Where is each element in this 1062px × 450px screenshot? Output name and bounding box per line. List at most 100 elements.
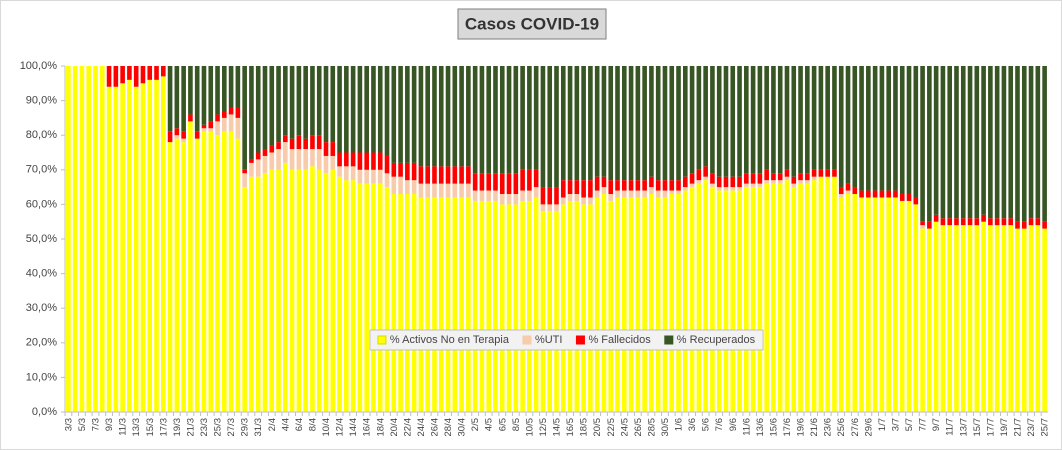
bar-segment [432,66,437,167]
x-tick-label: 5/6 [701,418,712,431]
bar-segment [547,187,553,205]
bar-segment [608,200,614,412]
bar-segment [567,194,573,201]
bar-segment [181,138,186,143]
bar-segment [906,200,912,412]
bar-segment [574,194,580,201]
legend-swatch [522,335,532,345]
bar-segment [99,66,105,412]
bar-segment [574,180,580,195]
bar-segment [1035,225,1041,412]
bar-segment [947,218,953,226]
bar-segment [560,180,566,198]
bar-segment [513,204,519,412]
y-tick-label: 80,0% [26,129,57,141]
x-tick-label: 4/4 [280,418,291,431]
x-tick-label: 11/7 [945,418,956,436]
bar-segment [967,218,973,226]
bar-segment [459,197,464,412]
bar-segment [920,66,925,222]
bar-segment [832,66,837,170]
x-tick-label: 16/4 [362,418,373,437]
bar-segment [859,66,864,191]
bar-segment [960,66,966,219]
bar-segment [594,176,600,191]
bar-segment [777,173,783,181]
bar-segment [316,135,322,150]
bar-segment [927,66,932,222]
x-tick-label: 22/4 [402,418,413,437]
bar-segment [750,173,756,184]
bar-segment [927,228,932,412]
bar-segment [899,200,905,412]
bar-segment [913,197,919,205]
bar-segment [567,66,573,181]
bar-segment [574,200,580,412]
bar-segment [466,66,471,167]
bar-segment [1008,218,1014,226]
bar-segment [472,66,478,174]
bar-segment [249,66,254,160]
bar-segment [879,197,885,412]
bar-segment [242,169,247,174]
bar-segment [642,66,647,181]
bar-segment [167,131,173,143]
bar-segment [432,166,437,184]
bar-segment [974,225,980,412]
bar-segment [357,152,363,170]
bar-segment [859,190,864,198]
bar-segment [1001,218,1007,226]
bar-segment [560,66,566,181]
x-tick-label: 5/3 [77,418,88,431]
bar-segment [310,135,315,150]
bar-segment [201,124,207,129]
x-tick-label: 27/3 [226,418,237,437]
bar-segment [466,166,471,184]
bar-segment [296,169,302,412]
bar-segment [310,166,315,412]
bar-segment [696,169,702,181]
bar-segment [242,173,247,188]
bar-segment [845,183,851,191]
bar-segment [472,173,478,191]
bar-segment [493,66,498,174]
x-tick-label: 6/5 [497,418,508,431]
bar-segment [459,66,464,167]
bar-segment [377,183,383,412]
bar-segment [106,66,112,87]
x-tick-label: 9/7 [931,418,942,431]
bar-segment [906,66,912,195]
bar-segment [547,211,553,412]
bar-segment [364,169,369,184]
bar-segment [899,194,905,201]
bar-segment [737,176,742,188]
bar-segment [764,180,769,184]
bar-segment [615,180,620,191]
x-tick-label: 17/7 [985,418,996,437]
bar-segment [405,180,410,195]
bar-segment [560,197,566,205]
bar-segment [276,169,281,412]
bar-segment [330,142,336,156]
bar-segment [371,66,376,153]
bar-segment [486,200,492,412]
bar-segment [276,142,281,150]
bar-segment [188,114,193,122]
bar-segment [160,76,166,412]
bar-segment [79,66,85,412]
bar-segment [1021,221,1027,229]
bar-segment [649,176,654,188]
bar-segment [167,66,173,132]
x-tick-label: 21/6 [809,418,820,437]
bar-segment [791,187,797,412]
bar-segment [554,204,559,212]
bar-segment [940,218,946,226]
y-tick-label: 60,0% [26,198,57,210]
x-tick-label: 18/5 [579,418,590,437]
bar-segment [988,66,993,219]
bar-segment [683,187,688,191]
bar-segment [676,194,681,412]
bar-segment [716,190,722,412]
bar-segment [540,187,546,205]
bar-segment [581,197,586,205]
